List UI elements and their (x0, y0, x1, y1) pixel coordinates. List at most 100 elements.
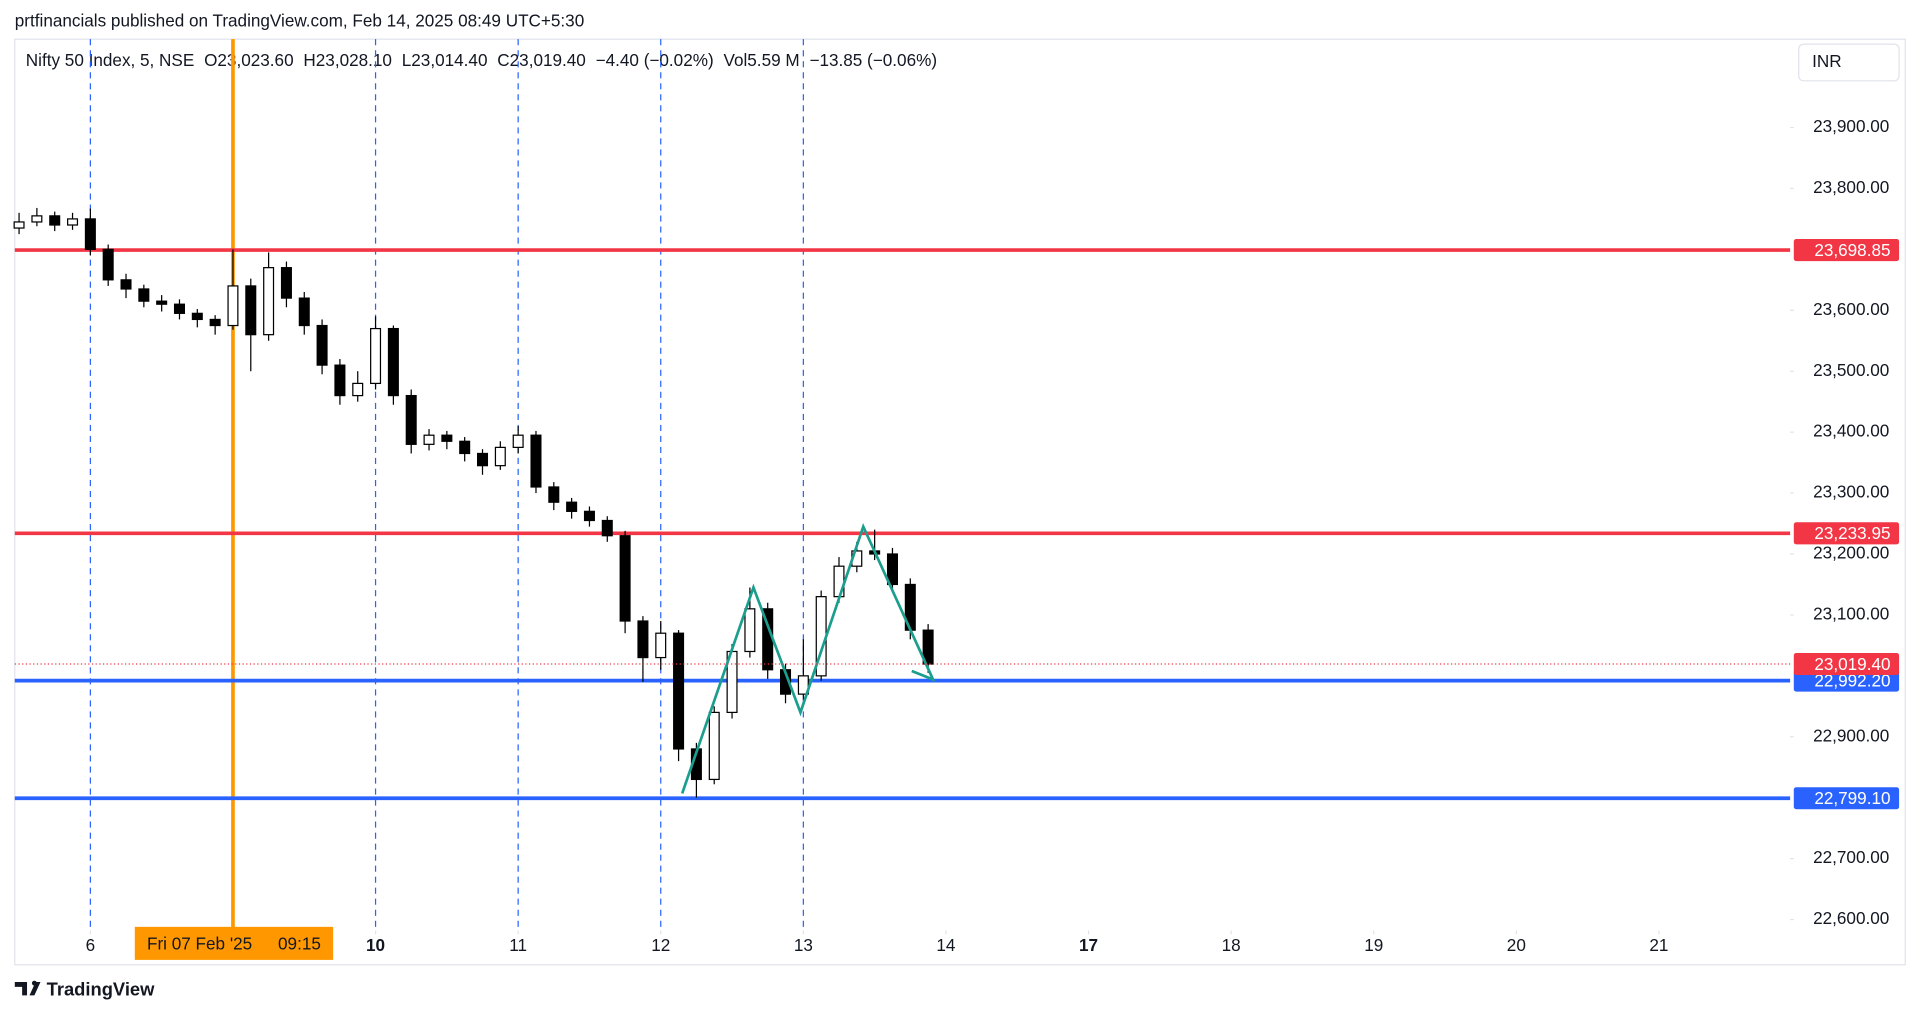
candle-body (191, 312, 203, 321)
x-tick-label: 17 (1079, 935, 1098, 955)
level-label-box (1793, 522, 1900, 545)
candle-body (156, 300, 168, 305)
legend-value: 23,028.10 (316, 50, 392, 70)
level-label-box (1793, 787, 1900, 810)
candle-body (601, 519, 613, 537)
legend: Nifty 50 Index, 5, NSE O23,023.60 H23,028.… (26, 50, 937, 70)
level-label-box (1793, 669, 1900, 692)
legend-key: Vol (723, 50, 747, 70)
candle-body (708, 711, 720, 781)
x-tick-label: 6 (86, 935, 96, 955)
y-tick-label: 23,200.00 (1813, 543, 1889, 563)
legend-value: Nifty 50 Index, 5, NSE (26, 50, 194, 70)
candle-body (476, 452, 489, 467)
x-tick-label: 12 (651, 935, 670, 955)
level-label: 23,233.95 (1814, 523, 1890, 543)
legend-value: 23,014.40 (411, 50, 487, 70)
y-tick-label: 23,100.00 (1813, 603, 1889, 623)
header: prtfinancials published on TradingView.c… (15, 11, 584, 31)
candle-body (280, 267, 292, 299)
candle-body (13, 221, 25, 229)
candle-body (67, 218, 79, 226)
candle-body (673, 632, 685, 750)
legend-key: C (497, 50, 509, 70)
frame (14, 38, 1906, 966)
legend-key: H (303, 50, 315, 70)
candle-body (334, 364, 346, 397)
candle-body (84, 218, 96, 250)
y-tick-label: 22,700.00 (1813, 847, 1889, 867)
candle-body (245, 285, 257, 336)
legend-key: L (402, 50, 412, 70)
crosshair-label-box (134, 926, 334, 960)
legend-value: 23,023.60 (217, 50, 293, 70)
x-tick-label: 13 (794, 935, 813, 955)
currency-box[interactable] (1798, 43, 1900, 82)
last-price-label: 23,019.40 (1814, 654, 1890, 674)
y-tick-label: 23,300.00 (1813, 482, 1889, 502)
candle-body (298, 297, 310, 327)
candle-body (548, 486, 560, 503)
candle-body (459, 440, 471, 455)
candle-body (512, 434, 524, 448)
x-tick-label: 20 (1507, 935, 1526, 955)
candle-body (619, 535, 631, 622)
y-tick-label: 23,800.00 (1813, 177, 1889, 197)
x-tick-label: 14 (936, 935, 956, 955)
candle-body (441, 434, 453, 442)
candle-body (263, 267, 275, 336)
x-tick-label: 10 (366, 935, 385, 955)
pattern-line (680, 522, 936, 794)
level-label: 22,992.20 (1814, 670, 1890, 690)
candle-body (102, 248, 114, 281)
candle-body (173, 303, 186, 314)
candle-body (387, 327, 399, 397)
candle-body (886, 553, 898, 586)
y-tick-label: 23,900.00 (1813, 116, 1889, 136)
candle-body (370, 327, 382, 385)
candle-body (423, 434, 435, 445)
candle-body (494, 446, 506, 467)
x-tick-label: 19 (1364, 935, 1383, 955)
x-tick-label: 18 (1222, 935, 1241, 955)
y-tick-label: 22,600.00 (1813, 908, 1889, 928)
candle-body (530, 434, 542, 488)
candle-body (566, 501, 578, 512)
candle-body (49, 215, 61, 226)
candle-body (744, 608, 756, 653)
legend-value: −4.40 (−0.02%) (596, 50, 714, 70)
candle-body (227, 285, 239, 327)
candle-body (922, 629, 934, 665)
legend-value: 23,019.40 (510, 50, 586, 70)
candle-body (31, 215, 43, 223)
candle-body (637, 620, 649, 659)
candle-body (655, 632, 667, 659)
level-label: 22,799.10 (1814, 788, 1890, 808)
currency[interactable]: INR (1812, 51, 1842, 71)
y-tick-label: 23,500.00 (1813, 360, 1889, 380)
x-tick-label: 11 (509, 935, 527, 955)
y-tick-label: 23,600.00 (1813, 299, 1889, 319)
candle-body (138, 288, 150, 302)
candle-body (583, 510, 595, 522)
level-label: 23,698.85 (1814, 240, 1890, 260)
candle-body (120, 279, 132, 290)
y-tick-label: 22,900.00 (1813, 725, 1889, 745)
legend-value: −13.85 (−0.06%) (809, 50, 937, 70)
crosshair-time: 09:15 (278, 934, 321, 954)
candle-body (352, 382, 364, 397)
legend-key: O (204, 50, 217, 70)
y-tick-label: 23,400.00 (1813, 421, 1889, 441)
crosshair-date: Fri 07 Feb '25 (147, 934, 252, 954)
footer: TradingView (47, 978, 156, 999)
x-tick-label: 21 (1649, 935, 1668, 955)
legend-text: Nifty 50 Index, 5, NSE O23,023.60 H23,028.… (26, 50, 937, 70)
legend-value: 5.59 M (747, 50, 799, 70)
candle-body (209, 318, 221, 327)
candle-body (405, 394, 417, 445)
candle-body (797, 675, 809, 695)
last-price-box (1793, 653, 1900, 676)
